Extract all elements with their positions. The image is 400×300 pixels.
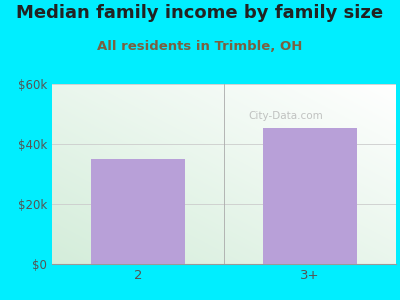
Bar [263,128,357,264]
Text: City-Data.com: City-Data.com [248,111,323,122]
Bar [91,159,185,264]
Text: Median family income by family size: Median family income by family size [16,4,384,22]
Text: All residents in Trimble, OH: All residents in Trimble, OH [97,40,303,53]
